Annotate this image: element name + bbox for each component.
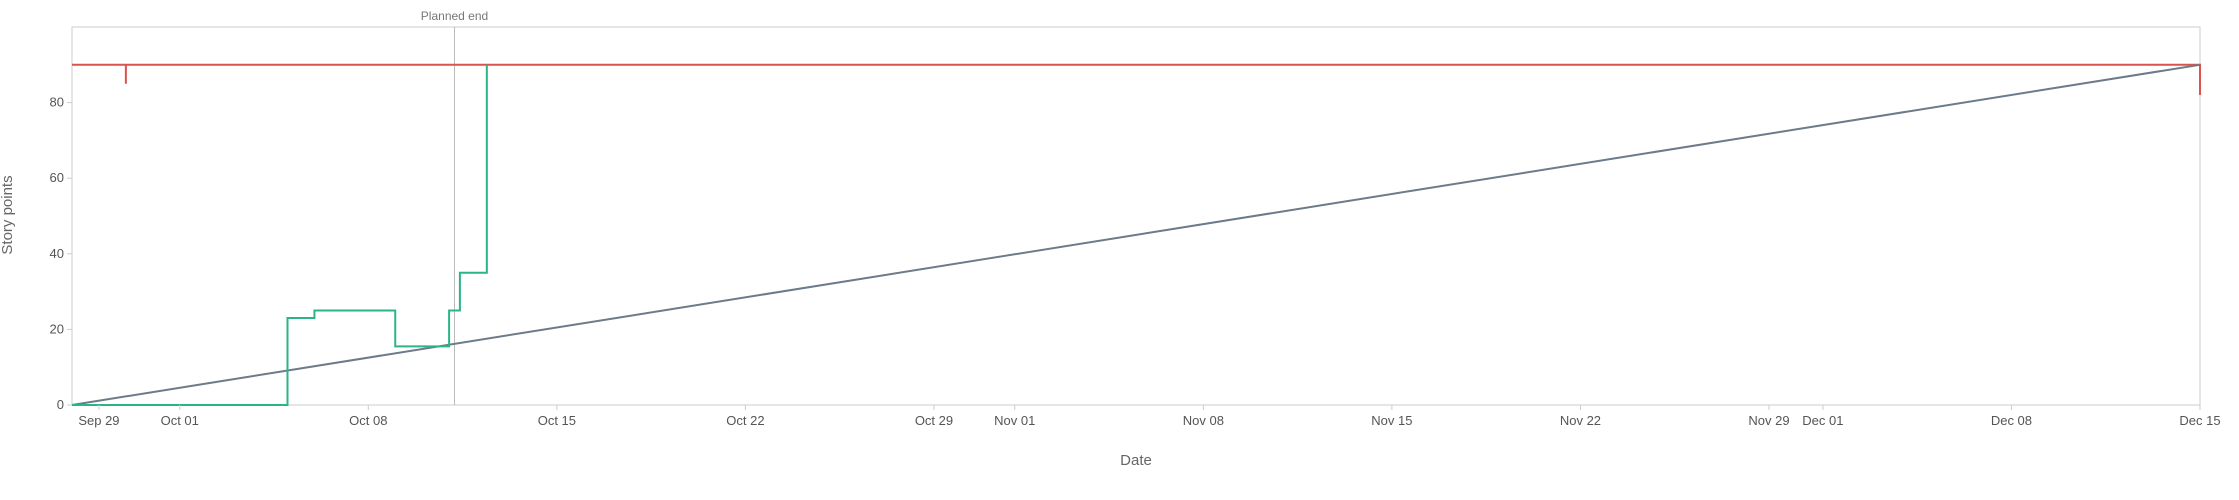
x-tick-label: Oct 08 <box>349 413 387 428</box>
x-tick-label: Oct 15 <box>538 413 576 428</box>
planned-end-label: Planned end <box>421 9 488 23</box>
x-tick-label: Nov 29 <box>1748 413 1789 428</box>
x-tick-label: Nov 22 <box>1560 413 1601 428</box>
ideal-series-line <box>71 63 2201 406</box>
x-tick-label: Oct 01 <box>161 413 199 428</box>
y-axis-title: Story points <box>0 175 16 254</box>
x-tick-label: Oct 29 <box>915 413 953 428</box>
x-tick-label: Dec 08 <box>1991 413 2032 428</box>
y-tick-label: 40 <box>50 246 64 261</box>
x-tick-label: Sep 29 <box>78 413 119 428</box>
series-layer <box>71 63 2201 406</box>
x-tick-label: Dec 15 <box>2179 413 2220 428</box>
completed-series-line <box>72 64 488 406</box>
annotation-layer: Planned end <box>421 9 488 405</box>
y-axis: 0 20 40 60 80 <box>50 95 72 412</box>
x-axis-title: Date <box>1120 452 1152 469</box>
x-tick-label: Nov 01 <box>994 413 1035 428</box>
plot-border <box>71 26 2201 406</box>
y-tick-label: 80 <box>50 95 64 110</box>
x-tick-label: Oct 22 <box>726 413 764 428</box>
x-tick-label: Nov 15 <box>1371 413 1412 428</box>
y-tick-label: 0 <box>57 397 64 412</box>
plot-area <box>71 26 2201 406</box>
scope-series-line <box>72 63 2201 96</box>
y-tick-label: 60 <box>50 170 64 185</box>
y-tick-label: 20 <box>50 321 64 336</box>
x-axis: Sep 29 Oct 01 Oct 08 Oct 15 Oct 22 Oct 29 Nov … <box>78 405 2221 428</box>
x-tick-label: Nov 08 <box>1183 413 1224 428</box>
x-tick-label: Dec 01 <box>1802 413 1843 428</box>
